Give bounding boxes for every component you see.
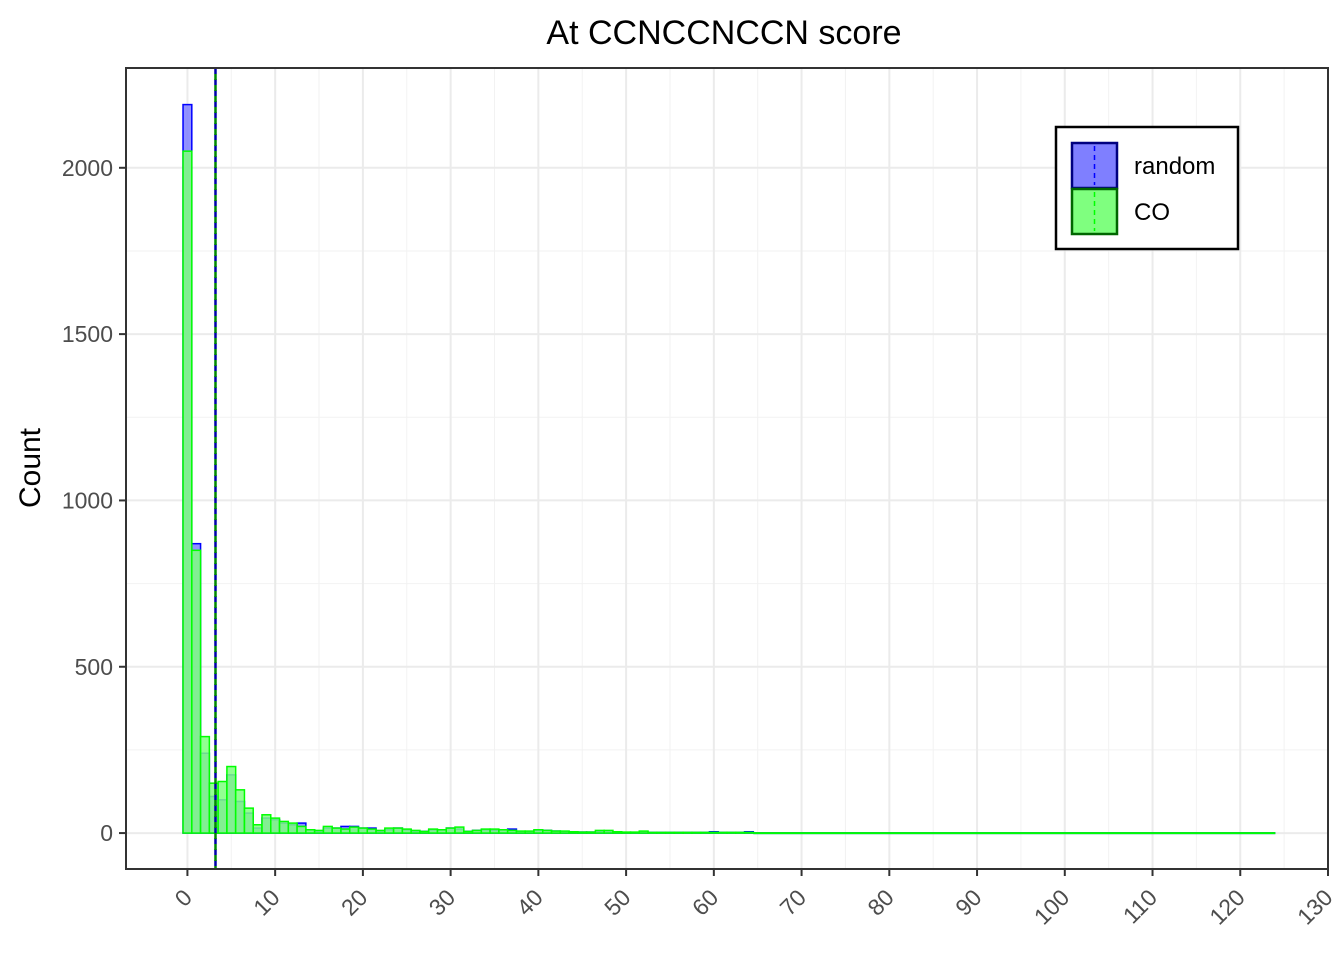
bar-CO bbox=[726, 831, 737, 834]
x-tick-label: 60 bbox=[687, 884, 723, 920]
plot-border bbox=[125, 67, 1329, 870]
bar-CO bbox=[647, 831, 658, 834]
x-tick-label: 10 bbox=[248, 884, 284, 920]
bar-CO bbox=[243, 807, 254, 834]
bar-CO bbox=[322, 825, 333, 834]
y-tick-label: 500 bbox=[75, 654, 113, 680]
bar-CO bbox=[550, 830, 562, 834]
bar-CO bbox=[357, 827, 369, 834]
y-tick-label: 2000 bbox=[62, 155, 113, 181]
x-tick-label: 80 bbox=[862, 884, 898, 920]
bar-CO bbox=[305, 828, 316, 834]
bar-CO bbox=[743, 831, 755, 834]
bar-CO bbox=[340, 828, 351, 834]
legend-label-random: random bbox=[1134, 153, 1215, 180]
bar-CO bbox=[673, 831, 684, 834]
bar-CO bbox=[533, 828, 544, 834]
bar-CO bbox=[603, 829, 614, 834]
x-tick-label: 0 bbox=[170, 884, 197, 911]
x-tick-label: 70 bbox=[775, 884, 811, 920]
legend: random CO bbox=[1054, 125, 1240, 251]
bar-CO bbox=[691, 831, 702, 834]
bar-CO bbox=[296, 825, 307, 834]
bar-CO bbox=[585, 831, 597, 834]
legend-label-CO: CO bbox=[1134, 199, 1170, 226]
y-tick-label: 1000 bbox=[62, 487, 113, 513]
bar-CO bbox=[568, 830, 579, 834]
bar-CO bbox=[620, 831, 632, 834]
bar-CO bbox=[410, 829, 421, 834]
bar-CO bbox=[559, 830, 570, 834]
x-tick-label: 110 bbox=[1118, 884, 1162, 928]
bar-CO bbox=[682, 831, 693, 834]
bar-CO bbox=[480, 828, 491, 834]
bar-CO bbox=[717, 831, 728, 834]
x-tick-label: 50 bbox=[599, 884, 635, 920]
x-tick-label: 30 bbox=[424, 884, 460, 920]
bar-CO bbox=[384, 827, 395, 834]
bar-CO bbox=[506, 829, 518, 834]
bar-CO bbox=[217, 780, 228, 834]
bar-CO bbox=[664, 831, 676, 834]
bar-CO bbox=[287, 822, 298, 834]
x-tick-label: 100 bbox=[1029, 884, 1075, 930]
bar-CO bbox=[699, 831, 711, 834]
bar-CO bbox=[182, 150, 193, 834]
y-axis-label: Count bbox=[14, 427, 47, 508]
bar-CO bbox=[261, 814, 272, 834]
bar-CO bbox=[708, 831, 719, 834]
x-tick-label: 130 bbox=[1292, 884, 1338, 930]
series-CO bbox=[182, 150, 1276, 835]
y-tick-label: 1500 bbox=[62, 321, 113, 347]
bar-CO bbox=[208, 782, 219, 834]
bar-CO bbox=[252, 824, 263, 834]
bar-CO bbox=[594, 829, 605, 834]
bar-CO bbox=[392, 827, 404, 834]
x-tick-label: 120 bbox=[1204, 884, 1250, 930]
bar-CO bbox=[542, 829, 553, 834]
bar-CO bbox=[331, 827, 342, 834]
bar-CO bbox=[366, 828, 377, 834]
bar-CO bbox=[656, 831, 667, 834]
x-tick-label: 20 bbox=[336, 884, 372, 920]
bar-CO bbox=[348, 826, 360, 834]
bar-CO bbox=[226, 765, 237, 834]
bar-CO bbox=[577, 831, 588, 834]
bar-CO bbox=[489, 828, 500, 834]
bar-CO bbox=[612, 830, 623, 834]
bar-CO bbox=[463, 830, 474, 834]
bar-CO bbox=[524, 830, 535, 834]
bar-CO bbox=[638, 830, 649, 834]
bar-CO bbox=[629, 831, 641, 834]
chart-title: At CCNCCNCCN score bbox=[546, 14, 901, 52]
x-tick-label: 40 bbox=[511, 884, 547, 920]
bar-CO bbox=[454, 826, 465, 834]
bar-CO bbox=[735, 831, 746, 834]
bar-CO bbox=[375, 829, 386, 834]
bar-CO bbox=[313, 829, 325, 834]
bar-CO bbox=[191, 549, 202, 834]
x-tick-label: 90 bbox=[950, 884, 986, 920]
bar-CO bbox=[278, 820, 290, 834]
bar-CO bbox=[234, 789, 246, 834]
y-tick-label: 0 bbox=[100, 820, 113, 846]
bar-CO bbox=[270, 817, 281, 834]
bar-CO bbox=[199, 735, 211, 834]
bar-CO bbox=[401, 828, 412, 834]
bar-CO bbox=[419, 830, 430, 834]
bar-CO bbox=[471, 829, 483, 834]
bar-CO bbox=[515, 830, 526, 834]
bar-CO bbox=[445, 827, 456, 834]
bar-CO bbox=[498, 828, 509, 834]
bar-CO bbox=[436, 828, 447, 834]
bar-CO bbox=[427, 828, 439, 834]
